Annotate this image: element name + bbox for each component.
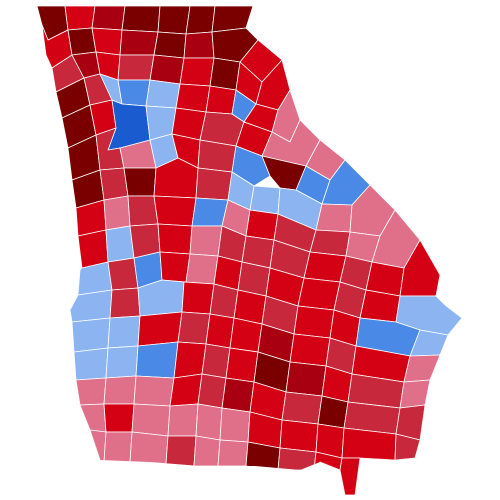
- county-region: [185, 253, 219, 285]
- county-region: [201, 343, 231, 379]
- county-region: [197, 139, 237, 173]
- county-region: [157, 6, 191, 35]
- county-region: [67, 27, 97, 56]
- county-region: [209, 283, 239, 319]
- county-region: [165, 435, 197, 467]
- county-region: [181, 281, 215, 315]
- county-region: [103, 403, 135, 433]
- county-region: [177, 311, 211, 345]
- county-region: [279, 419, 319, 453]
- county-region: [135, 341, 179, 379]
- county-region: [173, 341, 207, 379]
- county-region: [131, 403, 171, 437]
- county-region: [309, 229, 351, 257]
- county-region: [359, 289, 401, 323]
- county-region: [209, 57, 241, 91]
- county-region: [99, 167, 129, 201]
- county-region: [105, 345, 139, 379]
- county-region: [75, 377, 107, 406]
- county-region: [179, 57, 215, 87]
- county-region: [105, 225, 135, 263]
- county-region: [245, 209, 279, 241]
- county-region: [293, 305, 335, 339]
- county-region: [103, 375, 137, 405]
- county-region: [71, 317, 111, 353]
- county-region: [281, 391, 323, 425]
- county-region: [197, 373, 227, 409]
- county-region: [175, 83, 211, 113]
- county-region: [297, 277, 341, 311]
- county-region: [129, 431, 169, 465]
- county-region: [109, 287, 141, 319]
- county-region: [107, 257, 139, 291]
- county-region: [285, 361, 327, 397]
- county-region: [73, 347, 109, 381]
- county-region: [107, 315, 141, 349]
- county-region: [117, 54, 155, 81]
- county-region: [249, 185, 281, 215]
- county-region: [77, 229, 109, 269]
- county-region: [185, 6, 216, 35]
- county-region: [221, 377, 255, 413]
- county-region: [117, 79, 151, 107]
- county-region: [103, 195, 131, 231]
- county-region: [225, 347, 259, 383]
- county-region: [229, 317, 263, 353]
- county-region: [289, 333, 331, 367]
- county-region: [183, 31, 215, 59]
- county-region: [341, 427, 397, 461]
- county-region: [399, 239, 441, 297]
- county-region: [394, 433, 421, 461]
- county-region: [167, 403, 199, 437]
- county-region: [89, 429, 107, 463]
- county-region: [193, 435, 221, 467]
- county-region: [169, 373, 203, 407]
- county-region: [153, 195, 197, 227]
- county-region: [91, 27, 123, 56]
- county-region: [119, 29, 159, 56]
- county-region: [219, 407, 251, 443]
- county-region: [159, 251, 191, 283]
- county-region: [195, 167, 233, 201]
- county-region: [157, 223, 193, 255]
- county-region: [205, 85, 237, 115]
- county-region: [189, 225, 223, 257]
- county-region: [123, 167, 157, 197]
- county-region: [317, 395, 349, 429]
- county-region: [121, 6, 161, 33]
- county-region: [91, 6, 126, 31]
- county-region: [149, 54, 185, 85]
- county-region: [69, 289, 113, 323]
- county-region: [103, 431, 133, 463]
- county-region: [277, 447, 317, 471]
- county-region: [145, 79, 181, 109]
- county-region: [217, 439, 249, 467]
- county-region: [195, 403, 223, 441]
- county-region: [64, 6, 96, 31]
- county-region: [205, 313, 235, 349]
- county-region: [211, 6, 254, 33]
- county-region: [403, 354, 441, 383]
- county-region: [303, 251, 347, 283]
- county-region: [315, 203, 353, 233]
- county-region: [133, 375, 175, 407]
- county-region: [79, 403, 107, 433]
- county-region: [153, 31, 187, 59]
- county-region: [137, 279, 185, 317]
- county-region: [137, 311, 183, 347]
- county-region: [127, 195, 159, 227]
- county-region: [399, 379, 431, 409]
- county-region: [339, 457, 361, 495]
